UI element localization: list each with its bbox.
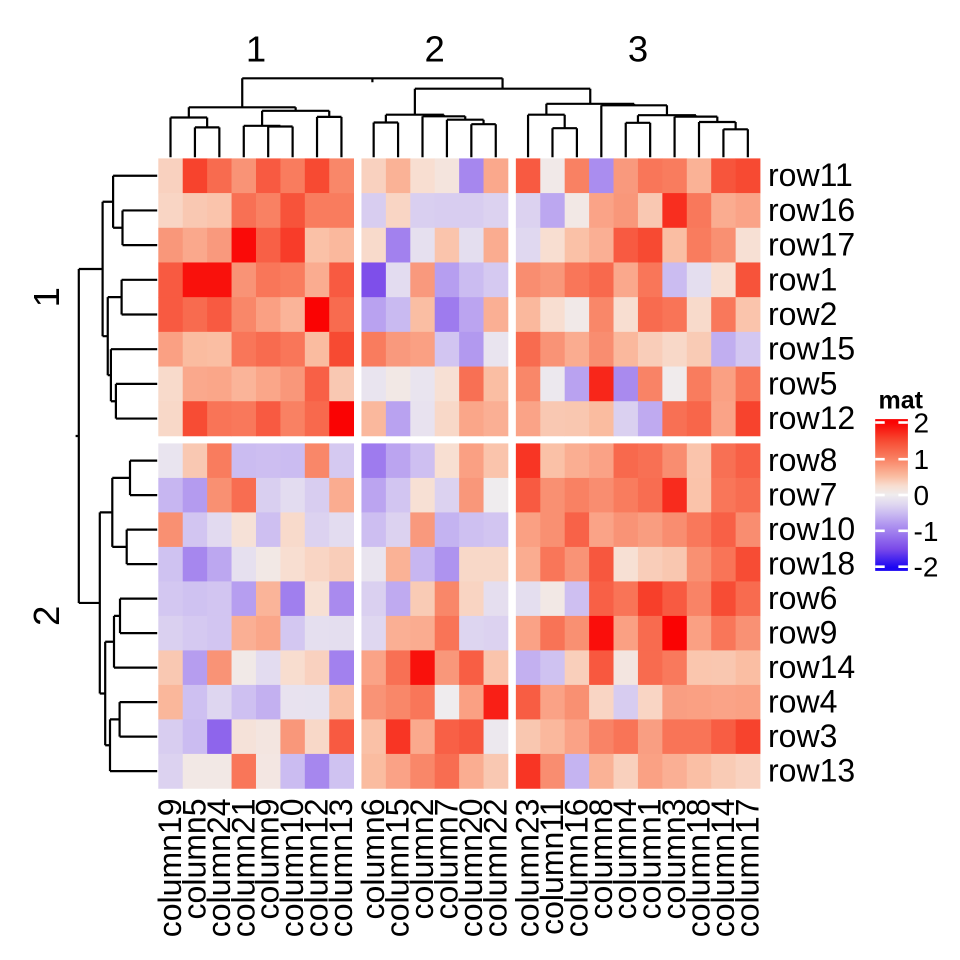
svg-text:-1: -1	[914, 516, 939, 547]
svg-text:row17: row17	[768, 227, 855, 263]
svg-text:row2: row2	[768, 296, 837, 332]
svg-text:row1: row1	[768, 261, 837, 297]
svg-text:column12: column12	[299, 799, 335, 938]
svg-text:2: 2	[26, 606, 67, 626]
svg-text:row9: row9	[768, 615, 837, 651]
svg-text:row14: row14	[768, 649, 855, 685]
svg-text:column9: column9	[250, 799, 286, 920]
svg-text:row18: row18	[768, 546, 855, 582]
svg-text:row6: row6	[768, 580, 837, 616]
svg-text:row4: row4	[768, 684, 837, 720]
svg-text:row8: row8	[768, 442, 837, 478]
svg-text:column5: column5	[176, 799, 212, 920]
svg-text:2: 2	[425, 29, 445, 70]
svg-text:column3: column3	[656, 799, 692, 920]
svg-text:column10: column10	[274, 799, 310, 938]
svg-text:column4: column4	[607, 799, 643, 920]
svg-text:column24: column24	[201, 799, 237, 938]
svg-text:column7: column7	[428, 799, 464, 920]
svg-text:column8: column8	[583, 799, 619, 920]
svg-text:column13: column13	[323, 799, 359, 938]
svg-text:row3: row3	[768, 718, 837, 754]
svg-text:column15: column15	[380, 799, 416, 938]
svg-text:column6: column6	[355, 799, 391, 920]
svg-text:column17: column17	[729, 799, 765, 938]
svg-text:column19: column19	[152, 799, 188, 938]
svg-text:row5: row5	[768, 365, 837, 401]
svg-text:column18: column18	[681, 799, 717, 938]
svg-text:row16: row16	[768, 192, 855, 228]
svg-text:column16: column16	[558, 799, 594, 938]
svg-text:column22: column22	[477, 799, 513, 938]
svg-text:column2: column2	[404, 799, 440, 920]
svg-text:1: 1	[26, 287, 67, 307]
svg-text:-2: -2	[914, 552, 939, 583]
svg-text:1: 1	[246, 29, 266, 70]
svg-text:column21: column21	[225, 799, 261, 938]
svg-text:column20: column20	[453, 799, 489, 938]
svg-text:2: 2	[914, 408, 930, 439]
svg-text:column14: column14	[705, 799, 741, 938]
svg-text:3: 3	[628, 29, 648, 70]
svg-text:mat: mat	[879, 387, 924, 415]
svg-text:0: 0	[914, 480, 930, 511]
svg-text:row13: row13	[768, 753, 855, 789]
svg-text:column1: column1	[632, 799, 668, 920]
svg-text:row12: row12	[768, 400, 855, 436]
svg-text:row7: row7	[768, 477, 837, 513]
svg-text:row15: row15	[768, 331, 855, 367]
svg-text:row10: row10	[768, 511, 855, 547]
svg-text:column11: column11	[534, 799, 570, 935]
svg-text:row11: row11	[768, 157, 853, 193]
svg-text:column23: column23	[510, 799, 546, 938]
svg-text:1: 1	[914, 444, 930, 475]
